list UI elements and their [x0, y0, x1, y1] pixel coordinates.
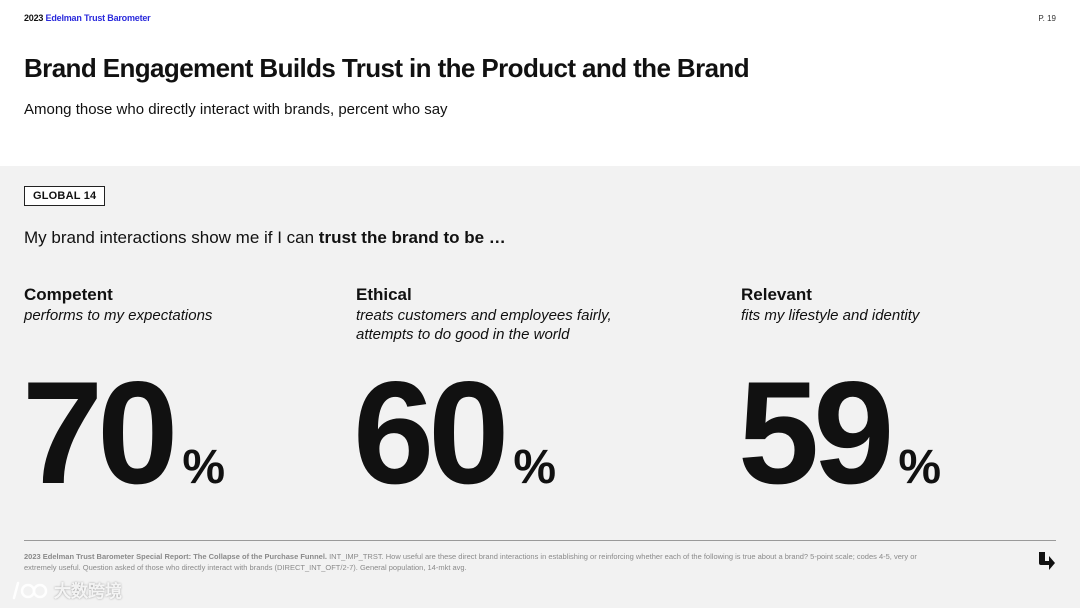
lead-statement: My brand interactions show me if I can t…: [24, 228, 506, 248]
metric-label: Competent: [24, 285, 113, 304]
metric-label: Ethical: [356, 285, 412, 304]
watermark: 大数跨境: [10, 577, 122, 602]
slide-header: 2023 Edelman Trust Barometer P. 19 Brand…: [0, 0, 1080, 166]
metric-number: 60: [353, 351, 509, 514]
metric-ethical-value: 60 %: [353, 360, 556, 506]
footnote-text: INT_IMP_TRST. How useful are these direc…: [24, 552, 917, 572]
metric-ethical: Ethical treats customers and employees f…: [356, 286, 646, 344]
metric-unit: %: [513, 441, 557, 494]
lead-prefix: My brand interactions show me if I can: [24, 228, 319, 247]
metric-relevant-value: 59 %: [738, 360, 941, 506]
watermark-logo-icon: [12, 581, 48, 599]
metric-description: treats customers and employees fairly, a…: [356, 307, 612, 343]
metric-label: Relevant: [741, 285, 812, 304]
report-brand: 2023 Edelman Trust Barometer: [24, 13, 151, 23]
metric-number: 70: [22, 351, 178, 514]
metric-description: performs to my expectations: [24, 307, 213, 324]
metric-unit: %: [182, 441, 226, 494]
page-number: P. 19: [1038, 14, 1056, 23]
page-title: Brand Engagement Builds Trust in the Pro…: [24, 53, 750, 83]
footnote-source: 2023 Edelman Trust Barometer Special Rep…: [24, 552, 327, 561]
scope-badge: GLOBAL 14: [24, 186, 106, 206]
watermark-text: 大数跨境: [54, 582, 122, 601]
footer-divider: [24, 540, 1056, 541]
arrow-down-right-icon[interactable]: [1036, 550, 1056, 572]
metric-description: fits my lifestyle and identity: [741, 307, 920, 324]
metric-unit: %: [898, 441, 942, 494]
metric-competent-value: 70 %: [22, 360, 225, 506]
report-year: 2023: [24, 13, 44, 23]
metric-relevant: Relevant fits my lifestyle and identity: [741, 286, 1031, 325]
metric-number: 59: [738, 351, 894, 514]
metric-competent: Competent performs to my expectations: [24, 286, 314, 325]
footnote: 2023 Edelman Trust Barometer Special Rep…: [24, 551, 934, 573]
page-subtitle: Among those who directly interact with b…: [24, 101, 448, 118]
lead-bold: trust the brand to be …: [318, 228, 506, 247]
report-name: Edelman Trust Barometer: [45, 13, 151, 23]
